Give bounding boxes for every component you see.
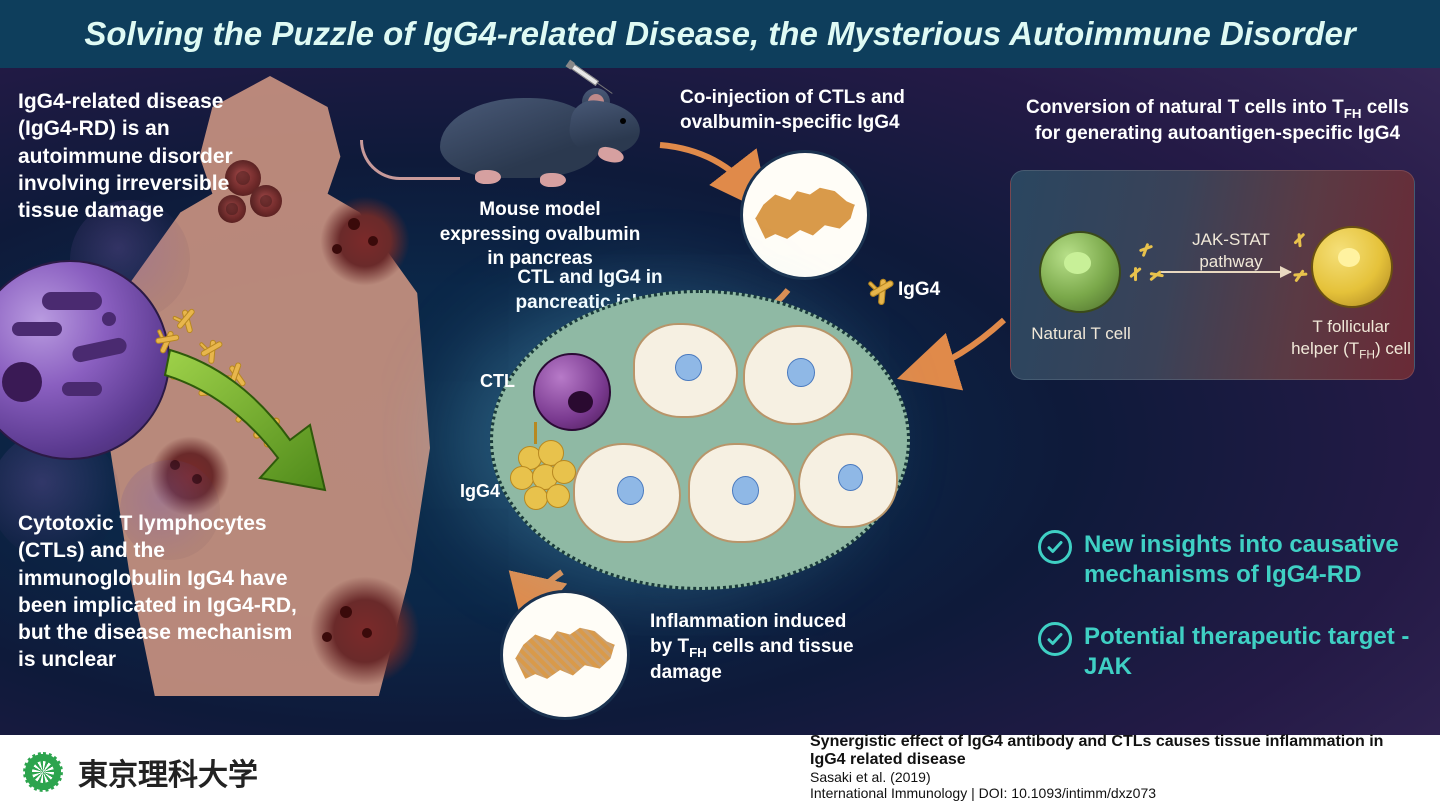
footer-bar: 東京理科大学 Synergistic effect of IgG4 antibo… [0, 735, 1440, 809]
pancreas-damaged-icon [500, 590, 630, 720]
check-icon [1038, 530, 1072, 564]
islet-cell [688, 443, 796, 543]
citation-title: Synergistic effect of IgG4 antibody and … [810, 733, 1420, 769]
infographic-canvas: Solving the Puzzle of IgG4-related Disea… [0, 0, 1440, 809]
islet-cell [743, 325, 853, 425]
ctl-cell-icon [533, 353, 611, 431]
rash-dot [332, 244, 342, 254]
cell-organelle [62, 382, 102, 396]
natural-t-label: Natural T cell [1031, 323, 1131, 345]
tfh-cell-icon [1311, 226, 1393, 308]
igg4-tiny-icon [1139, 243, 1153, 257]
cell-organelle [42, 292, 102, 310]
cell-organelle [2, 362, 42, 402]
ctl-label: CTL [480, 370, 515, 393]
intro-text-1: IgG4-related disease (IgG4-RD) is an aut… [18, 88, 258, 224]
igg4-cluster-label: IgG4 [460, 480, 500, 503]
igg4-tiny-icon [1127, 265, 1145, 283]
rash-dot [340, 606, 352, 618]
islet-cell [798, 433, 898, 528]
rash-spot [320, 196, 410, 286]
mouse-paw [475, 170, 501, 184]
jakstat-label: JAK-STAT pathway [1171, 229, 1291, 273]
intro-text-2: Cytotoxic T lymphocytes (CTLs) and the i… [18, 510, 313, 674]
mouse-eye [620, 118, 626, 124]
islet-cell [633, 323, 738, 418]
green-arrow-icon [160, 340, 360, 500]
rash-dot [368, 236, 378, 246]
islet-cell [573, 443, 681, 543]
conversion-heading: Conversion of natural T cells into TFH c… [1020, 96, 1415, 147]
mouse-caption: Mouse model expressing ovalbumin in panc… [430, 198, 650, 272]
cell-organelle [12, 322, 62, 336]
igg4-tiny-icon [1291, 267, 1308, 284]
logo-text: 東京理科大学 [78, 750, 258, 794]
insight-1-text: New insights into causative mechanisms o… [1084, 530, 1418, 590]
igg4-tiny-icon [1291, 231, 1310, 250]
pancreas-healthy-icon [740, 150, 870, 280]
logo-mark-icon [20, 749, 66, 795]
mouse-paw [540, 173, 566, 187]
insight-2-text: Potential therapeutic target - JAK [1084, 622, 1418, 682]
inflammation-label: Inflammation induced by TFH cells and ti… [650, 610, 860, 685]
check-icon [1038, 622, 1072, 656]
rash-dot [348, 218, 360, 230]
tfh-label: T follicular helper (TFH) cell [1291, 316, 1411, 363]
insight-row-1: New insights into causative mechanisms o… [1038, 530, 1418, 590]
university-logo: 東京理科大学 [20, 749, 258, 795]
igg4-marker-icon [867, 277, 895, 305]
igg4-tiny-icon [1146, 266, 1165, 285]
main-title: Solving the Puzzle of IgG4-related Disea… [84, 15, 1355, 53]
title-bar: Solving the Puzzle of IgG4-related Disea… [0, 0, 1440, 68]
citation-block: Synergistic effect of IgG4 antibody and … [810, 733, 1420, 801]
rash-dot [322, 632, 332, 642]
natural-t-cell-icon [1039, 231, 1121, 313]
rash-dot [362, 628, 372, 638]
coinjection-label: Co-injection of CTLs and ovalbumin-speci… [680, 86, 930, 135]
cell-organelle [71, 336, 128, 363]
cell-organelle [102, 312, 116, 326]
citation-authors: Sasaki et al. (2019) [810, 769, 1420, 785]
citation-journal: International Immunology | DOI: 10.1093/… [810, 785, 1420, 801]
mouse-icon [420, 78, 650, 198]
igg4-cluster-icon [508, 440, 588, 520]
insight-row-2: Potential therapeutic target - JAK [1038, 622, 1418, 682]
igg4-marker-label: IgG4 [898, 278, 940, 303]
conversion-panel: JAK-STAT pathway Natural T cell T follic… [1010, 170, 1415, 380]
